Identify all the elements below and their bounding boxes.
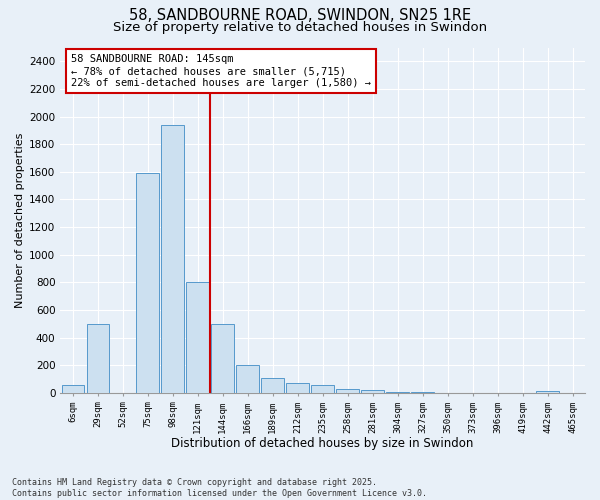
Bar xyxy=(412,392,434,393)
Bar xyxy=(161,125,184,393)
Text: Size of property relative to detached houses in Swindon: Size of property relative to detached ho… xyxy=(113,21,487,34)
Bar xyxy=(86,324,109,393)
Bar xyxy=(361,390,384,393)
Bar xyxy=(337,389,359,393)
Y-axis label: Number of detached properties: Number of detached properties xyxy=(15,132,25,308)
Bar xyxy=(187,282,209,393)
X-axis label: Distribution of detached houses by size in Swindon: Distribution of detached houses by size … xyxy=(172,437,474,450)
Text: 58 SANDBOURNE ROAD: 145sqm
← 78% of detached houses are smaller (5,715)
22% of s: 58 SANDBOURNE ROAD: 145sqm ← 78% of deta… xyxy=(71,54,371,88)
Bar xyxy=(386,392,409,393)
Text: 58, SANDBOURNE ROAD, SWINDON, SN25 1RE: 58, SANDBOURNE ROAD, SWINDON, SN25 1RE xyxy=(129,8,471,22)
Bar xyxy=(262,378,284,393)
Bar xyxy=(236,366,259,393)
Bar xyxy=(536,392,559,393)
Text: Contains HM Land Registry data © Crown copyright and database right 2025.
Contai: Contains HM Land Registry data © Crown c… xyxy=(12,478,427,498)
Bar xyxy=(286,382,309,393)
Bar xyxy=(62,386,84,393)
Bar xyxy=(211,324,234,393)
Bar xyxy=(136,173,159,393)
Bar xyxy=(311,386,334,393)
